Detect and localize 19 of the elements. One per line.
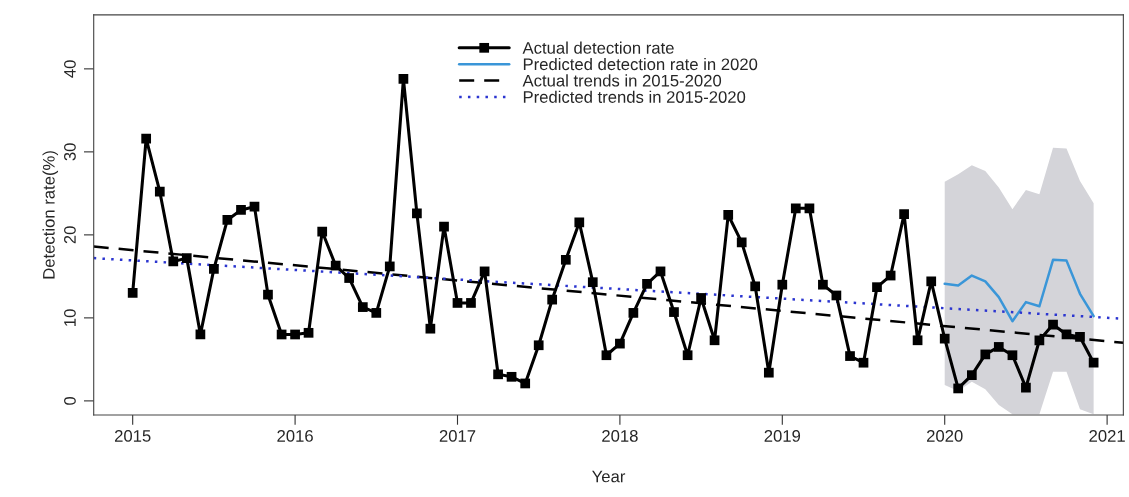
x-tick-label: 2019: [764, 430, 801, 442]
x-tick-label: 2016: [277, 430, 313, 442]
y-tick-label: 30: [64, 143, 76, 161]
legend-label: Predicted trends in 2015-2020: [523, 90, 746, 103]
y-tick-label: 20: [64, 226, 76, 244]
x-tick-label: 2018: [602, 430, 638, 442]
x-tick-label: 2021: [1089, 430, 1125, 442]
legend-label: Actual detection rate: [522, 41, 674, 54]
x-tick-label: 2017: [439, 430, 476, 442]
y-tick-label: 10: [64, 309, 76, 326]
line-series: [943, 258, 1095, 323]
y-axis-title: Detection rate(%): [42, 151, 59, 279]
y-tick-label: 0: [64, 396, 76, 405]
legend-label: Actual trends in 2015-2020: [522, 74, 722, 87]
legend-label: Predicted detection rate in 2020: [523, 57, 758, 71]
y-tick-label: 40: [64, 60, 76, 78]
x-tick-label: 2020: [927, 430, 963, 442]
x-tick-label: 2015: [114, 430, 151, 442]
x-axis-title: Year: [592, 470, 626, 483]
